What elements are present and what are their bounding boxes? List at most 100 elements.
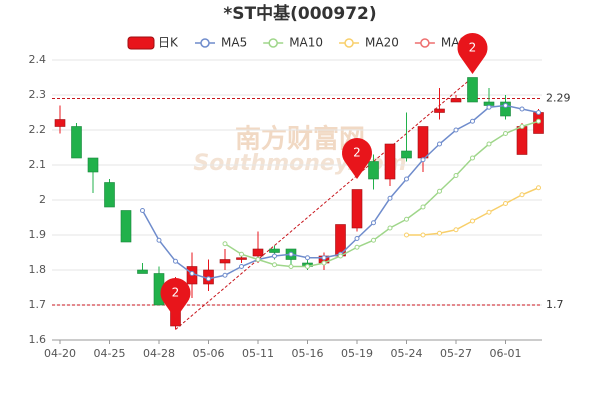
ma-point	[140, 208, 145, 213]
ma-point	[354, 236, 360, 241]
ma-line	[406, 187, 539, 236]
ma-point	[536, 185, 541, 191]
candle-body	[104, 182, 115, 208]
legend-label: MA20	[365, 36, 399, 50]
candle-body	[351, 189, 363, 229]
ma-point	[239, 264, 244, 269]
ma-point	[206, 276, 211, 282]
ma-point	[420, 204, 426, 210]
candle-body	[87, 157, 99, 173]
candle-body	[269, 248, 280, 253]
ma-point	[239, 251, 244, 257]
ma-point	[470, 218, 475, 224]
ma-point	[536, 118, 541, 124]
chart-title: *ST中基(000972)	[223, 3, 376, 24]
legend-icon	[127, 36, 155, 50]
ma-point	[404, 176, 409, 182]
ma-point	[338, 253, 343, 259]
x-tick-label: 05-11	[242, 347, 274, 360]
y-tick-label: 1.9	[29, 228, 47, 241]
ma-point	[486, 209, 492, 215]
y-tick-label: 2.1	[29, 158, 47, 171]
ma-point	[255, 257, 261, 262]
ma-point	[272, 262, 277, 268]
x-tick-label: 05-06	[193, 347, 225, 360]
annotation-label: 2	[469, 41, 477, 55]
ma-point	[453, 173, 459, 178]
ma-point	[321, 255, 327, 261]
y-tick-label: 2.2	[29, 123, 47, 136]
candle-body	[236, 257, 247, 260]
x-tick-label: 05-16	[292, 347, 324, 360]
ma-point	[453, 227, 459, 233]
annotation-pin	[160, 278, 191, 319]
legend-icon	[268, 38, 278, 48]
ma-point	[503, 103, 508, 108]
ma-line	[224, 120, 539, 268]
ma-point	[156, 237, 162, 243]
candle-body	[401, 150, 412, 159]
candle-body	[417, 126, 429, 159]
reference-label: 1.7	[546, 298, 564, 311]
ma-point	[519, 192, 525, 198]
x-tick-label: 04-20	[44, 347, 76, 360]
ma-point	[437, 188, 442, 194]
ma-point	[354, 244, 360, 250]
y-tick-label: 1.7	[29, 298, 47, 311]
ma-point	[519, 124, 525, 129]
ma-point	[470, 118, 475, 124]
ma-point	[173, 258, 178, 264]
candle-body	[516, 126, 528, 155]
y-tick-label: 1.6	[29, 333, 47, 346]
candle-body	[467, 77, 478, 103]
ma-point	[536, 110, 541, 115]
ma-point	[371, 220, 376, 226]
reference-label: 2.29	[546, 92, 571, 105]
x-tick-label: 05-24	[391, 347, 423, 360]
legend-label: 日K	[158, 36, 179, 50]
ma-point	[222, 272, 228, 278]
ma-point	[305, 255, 310, 261]
ma-point	[387, 195, 393, 201]
ma-point	[420, 157, 426, 163]
legend-icon	[344, 38, 354, 48]
legend-icon	[200, 38, 210, 48]
candle-body	[384, 143, 396, 180]
ma-point	[404, 216, 409, 222]
y-tick-label: 2	[39, 193, 46, 206]
ma-point	[272, 253, 277, 259]
ma-point	[503, 131, 508, 136]
x-tick-label: 05-27	[440, 347, 472, 360]
x-tick-label: 04-28	[143, 347, 175, 360]
ma-point	[453, 127, 459, 133]
ma-point	[519, 106, 525, 112]
candle-body	[252, 248, 264, 257]
ma-point	[486, 104, 492, 110]
ma-point	[305, 264, 310, 269]
candle-body	[434, 108, 445, 113]
x-tick-label: 04-25	[94, 347, 126, 360]
legend-label: MA10	[289, 36, 323, 50]
ma-point	[420, 232, 426, 238]
ma-point	[437, 230, 442, 236]
y-tick-label: 1.8	[29, 263, 47, 276]
y-tick-label: 2.4	[29, 53, 47, 66]
ma-point	[189, 271, 195, 276]
candle-body	[71, 126, 82, 159]
annotation-label: 2	[353, 146, 361, 160]
legend-label: MA5	[221, 36, 247, 50]
ma-point	[371, 237, 376, 243]
trend-line	[175, 77, 473, 330]
ma-point	[437, 141, 442, 147]
ma-point	[486, 141, 492, 147]
ma-point	[387, 225, 393, 231]
ma-point	[404, 232, 409, 238]
y-tick-label: 2.3	[29, 88, 47, 101]
candle-body	[54, 119, 66, 127]
x-tick-label: 05-19	[341, 347, 373, 360]
annotation-pin	[457, 33, 488, 74]
candle-body	[219, 259, 231, 264]
ma-point	[288, 264, 294, 269]
annotation-pin	[342, 137, 373, 179]
